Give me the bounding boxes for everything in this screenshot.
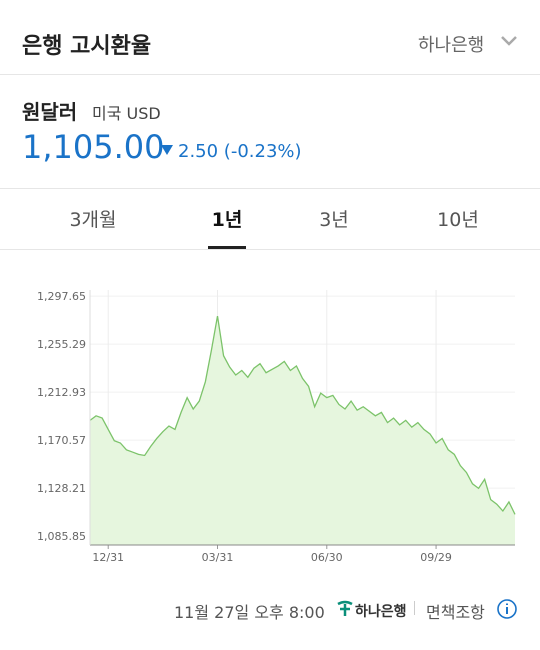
down-arrow-icon — [161, 145, 173, 155]
divider — [0, 74, 540, 75]
tab[interactable]: 10년 — [437, 209, 479, 231]
y-tick-label: 1,212.93 — [37, 386, 86, 399]
price: 1,105.00 — [22, 128, 165, 166]
disclaimer-link[interactable]: 면책조항 — [426, 603, 485, 622]
tab-underline — [208, 246, 246, 249]
tab-active[interactable]: 1년 — [211, 209, 243, 231]
area-fill — [90, 316, 515, 545]
separator — [414, 601, 415, 615]
y-tick-label: 1,297.65 — [37, 290, 86, 303]
info-icon[interactable] — [496, 598, 518, 620]
divider — [0, 188, 540, 189]
currency-name: 원달러 — [22, 100, 78, 124]
x-tick-label: 09/29 — [420, 551, 452, 564]
bank-logo-text: 하나은행 — [355, 604, 407, 620]
timestamp: 11월 27일 오후 8:00 — [174, 603, 325, 622]
chart: 1,085.85 1,128.21 1,170.57 1,212.93 1,255.29… — [37, 290, 516, 564]
y-tick-label: 1,170.57 — [37, 434, 86, 447]
x-tick-label: 03/31 — [202, 551, 234, 564]
y-tick-label: 1,128.21 — [37, 482, 86, 495]
price-change: 2.50 (-0.23%) — [178, 141, 302, 162]
y-tick-label: 1,255.29 — [37, 338, 86, 351]
divider — [0, 249, 540, 250]
x-tick-label: 06/30 — [311, 551, 343, 564]
tab[interactable]: 3개월 — [69, 209, 117, 231]
chevron-icon[interactable] — [500, 34, 518, 48]
x-tick-label: 12/31 — [92, 551, 124, 564]
y-tick-label: 1,085.85 — [37, 530, 86, 543]
page-title: 은행 고시환율 — [22, 34, 152, 59]
bank-logo-icon — [337, 600, 353, 616]
currency-country: 미국 USD — [92, 104, 161, 123]
price-line — [89, 315, 516, 515]
bank-selector[interactable]: 하나은행 — [418, 35, 485, 56]
tab[interactable]: 3년 — [319, 209, 349, 231]
